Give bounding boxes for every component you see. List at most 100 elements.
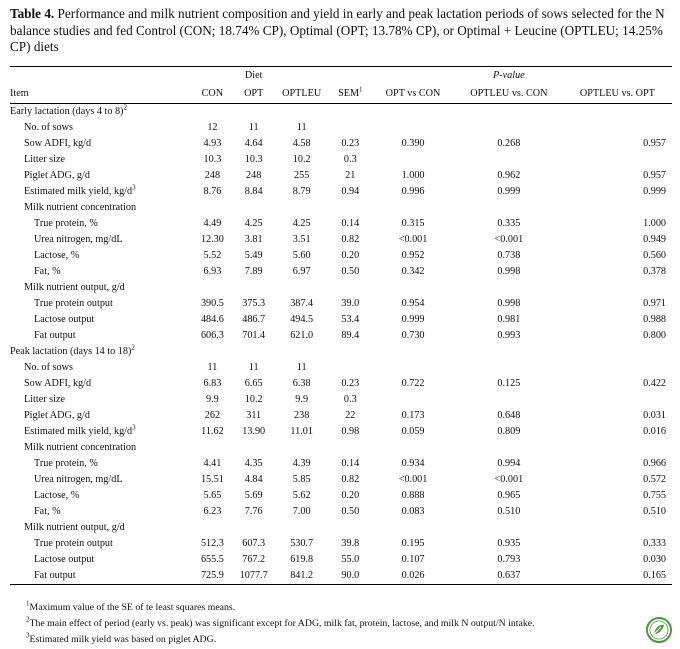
cell-opt: 8.84 [244,186,263,197]
table-row: Fat output 606.3 701.4 621.0 89.4 0.730 0.993 0… [10,328,672,344]
cell-p2: 0.962 [497,170,521,181]
table-row: Fat output 725.9 1077.7 841.2 90.0 0.026 0.637… [10,568,672,585]
cell-p2: 0.994 [497,458,521,469]
row-label: Peak lactation (days 14 to 18)2 [10,343,135,357]
cell-opt: 7.89 [244,266,263,277]
cell-opt [234,344,274,360]
cell-p3: 0.031 [643,410,666,421]
cell-p3 [563,120,672,136]
cell-p3: 0.999 [643,186,666,197]
cell-sem: 21 [345,170,356,181]
table-row: Lactose, % 5.65 5.69 5.62 0.20 0.888 0.965 0.75… [10,488,672,504]
cell-optleu: 11 [296,362,307,373]
cell-p2: 0.738 [497,250,521,261]
cell-optleu: 530.7 [290,538,314,549]
cell-p1 [371,120,455,136]
cell-optleu: 11.01 [290,426,313,437]
cell-p2: 0.965 [497,490,521,501]
cell-p1: <0.001 [398,234,428,245]
cell-sem: 0.98 [341,426,360,437]
col-header-item: Item [10,85,192,104]
cell-con: 12.30 [200,234,224,245]
header-row-columns: Item CON OPT OPTLEU SEM1 OPT vs CON OPTL… [10,85,672,104]
cell-p2: <0.001 [494,234,524,245]
cell-p2: 0.998 [497,298,521,309]
cell-p2: 0.793 [497,554,521,565]
cell-sem: 0.23 [341,138,360,149]
cell-p3: 0.510 [643,506,666,517]
table-row: Sow ADFI, kg/d 4.93 4.64 4.58 0.23 0.390 0.268… [10,136,672,152]
cell-p2: 0.809 [497,426,521,437]
section-row: Peak lactation (days 14 to 18)2 [10,344,672,360]
cell-sem: 39.0 [341,298,360,309]
cell-con: 262 [204,410,221,421]
cell-p3: 0.949 [643,234,666,245]
cell-con: 15.51 [200,474,224,485]
row-label: No. of sows [24,122,73,133]
cell-p3: 0.800 [643,330,666,341]
cell-p2 [455,440,563,456]
cell-opt [234,104,274,121]
table-row: Litter size 10.3 10.3 10.2 0.3 [10,152,672,168]
table-label: Table 4. [10,6,55,21]
cell-optleu: 6.97 [292,266,311,277]
cell-p1 [371,360,455,376]
row-label: Lactose output [34,554,95,565]
cell-opt: 607.3 [242,538,266,549]
cell-optleu [274,440,330,456]
cell-con: 8.76 [203,186,222,197]
cell-con [191,280,233,296]
cell-p3 [563,152,672,168]
cell-opt: 4.25 [244,218,263,229]
cell-opt [234,200,274,216]
row-label: Fat output [34,330,76,341]
cell-p3 [563,200,672,216]
col-header-opt: OPT [233,85,274,104]
cell-con: 606.3 [200,330,224,341]
cell-sem [330,440,372,456]
cell-sem [330,360,372,376]
row-label: Fat, % [34,266,61,277]
cell-con: 4.41 [203,458,222,469]
cell-optleu: 3.51 [292,234,311,245]
leaf-badge-icon [646,617,672,643]
row-label: Lactose output [34,314,95,325]
cell-p1 [371,152,455,168]
cell-opt: 13.90 [242,426,266,437]
cell-optleu: 6.38 [292,378,311,389]
cell-opt: 375.3 [242,298,266,309]
cell-optleu: 10.2 [292,154,311,165]
cell-con: 5.65 [203,490,222,501]
cell-con: 4.93 [203,138,222,149]
row-label: Litter size [24,154,66,165]
cell-p2: 0.125 [497,378,521,389]
section-row: Milk nutrient output, g/d [10,520,672,536]
cell-sem [330,280,372,296]
table-row: True protein, % 4.49 4.25 4.25 0.14 0.315 0.33… [10,216,672,232]
cell-con: 11.62 [201,426,224,437]
footnote-2: 2The main effect of period (early vs. pe… [26,615,535,629]
row-label: Estimated milk yield, kg/d3 [24,183,136,197]
footnote-1: 1Maximum value of the SE of te least squ… [26,599,236,613]
col-header-sem: SEM1 [329,85,372,104]
header-row-groups: Diet P-value [10,67,672,86]
cell-p2 [455,104,563,121]
row-label: Early lactation (days 4 to 8)2 [10,103,127,117]
cell-sem: 0.20 [341,490,360,501]
cell-optleu [274,344,330,360]
cell-p1 [371,440,455,456]
cell-con: 484.6 [200,314,224,325]
cell-p1 [371,392,455,408]
cell-optleu: 387.4 [290,298,314,309]
cell-con: 11 [207,362,218,373]
cell-p1 [371,200,455,216]
cell-sem: 53.4 [341,314,360,325]
cell-p1: 1.000 [401,170,425,181]
cell-p1 [371,280,455,296]
cell-con: 655.5 [200,554,224,565]
cell-p3: 0.030 [643,554,666,565]
cell-p3: 0.016 [643,426,666,437]
cell-p2: 0.999 [497,186,521,197]
cell-con: 6.93 [203,266,222,277]
cell-p2: 0.993 [497,330,521,341]
